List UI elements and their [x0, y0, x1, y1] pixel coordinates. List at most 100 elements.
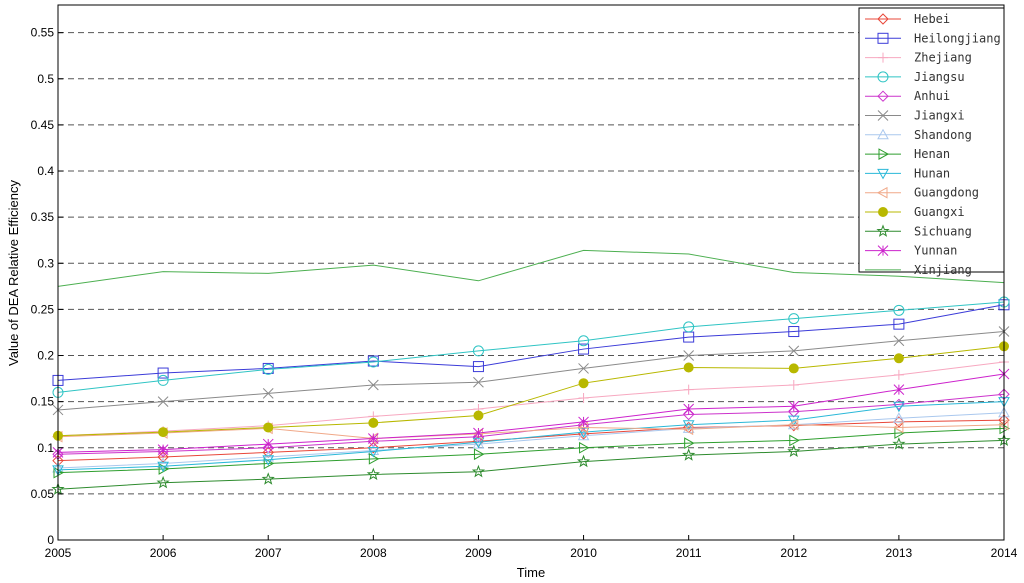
series-line	[57, 331, 1005, 411]
data-point	[787, 418, 799, 431]
data-point	[471, 464, 486, 478]
data-point	[367, 444, 380, 456]
data-point	[683, 362, 694, 373]
data-point	[893, 412, 905, 423]
data-point	[578, 343, 590, 355]
data-point	[892, 437, 906, 450]
data-point	[262, 363, 274, 375]
data-point	[578, 416, 589, 428]
legend-label: Jiangxi	[914, 109, 965, 123]
data-point	[877, 90, 889, 102]
legend-item: Henan	[865, 147, 950, 161]
legend-label: Hunan	[914, 166, 950, 180]
legend-item: Jiangsu	[865, 70, 965, 84]
data-point	[893, 384, 905, 396]
data-point	[878, 207, 888, 217]
data-point	[472, 437, 485, 449]
y-tick-label: 0.05	[31, 487, 55, 501]
series-line	[57, 373, 1005, 453]
x-tick-label: 2014	[991, 546, 1018, 560]
data-point	[877, 128, 889, 140]
legend-item: Guangxi	[865, 205, 965, 219]
data-point	[876, 186, 888, 199]
legend-item: Hebei	[865, 12, 950, 26]
data-point	[367, 433, 379, 444]
data-point	[263, 457, 275, 470]
y-tick-label: 0.25	[31, 302, 55, 316]
series-line	[57, 401, 1005, 471]
series-line	[57, 424, 1005, 440]
y-tick-label: 0.55	[31, 26, 55, 40]
legend-label: Xinjiang	[914, 263, 972, 277]
legend-item: Zhejiang	[865, 51, 972, 65]
data-point	[578, 378, 589, 389]
data-point	[577, 429, 590, 441]
legend-label: Anhui	[914, 89, 950, 103]
data-point	[787, 418, 800, 430]
data-point	[892, 421, 904, 434]
data-point	[788, 313, 800, 325]
legend-label: Guangdong	[914, 186, 979, 200]
series-line	[57, 427, 1005, 474]
data-point	[473, 376, 484, 388]
series-hunan	[52, 397, 1010, 476]
data-point	[577, 427, 590, 439]
data-point	[877, 71, 889, 83]
data-point	[472, 345, 484, 357]
legend-box	[858, 7, 1005, 273]
legend-item: Shandong	[865, 128, 972, 142]
data-point	[156, 475, 170, 489]
data-point	[578, 392, 589, 403]
data-point	[367, 442, 380, 454]
data-point	[367, 379, 379, 391]
data-point	[579, 441, 590, 454]
x-tick-label: 2007	[255, 546, 282, 560]
series-line	[57, 412, 1005, 469]
data-point	[157, 444, 169, 455]
data-point	[893, 304, 905, 316]
data-point	[788, 380, 799, 391]
series-layer	[51, 249, 1011, 495]
series-line	[57, 345, 1005, 437]
legend-label: Sichuang	[914, 224, 972, 238]
legend-item: Hunan	[865, 166, 950, 180]
x-tick-label: 2011	[676, 546, 702, 560]
data-point	[158, 427, 169, 438]
y-tick-label: 0.3	[37, 256, 54, 270]
data-point	[367, 356, 379, 368]
data-point	[473, 448, 485, 461]
data-point	[893, 369, 904, 380]
legend-label: Yunnan	[914, 244, 957, 258]
legend-item: Heilongjiang	[865, 31, 1001, 45]
data-point	[157, 367, 169, 379]
data-point	[683, 321, 695, 333]
x-axis-ticks: 2005 2006 2007 2008 2009 2010 2011 2012 2013 2014	[45, 535, 1018, 560]
y-tick-label: 0.5	[37, 72, 54, 86]
x-tick-label: 2006	[150, 546, 177, 560]
series-line	[57, 304, 1005, 381]
data-point	[262, 387, 274, 399]
legend-label: Heilongjiang	[914, 31, 1001, 45]
grid-lines	[58, 32, 1004, 495]
x-tick-label: 2013	[886, 546, 913, 560]
legend-label: Jiangsu	[914, 70, 965, 84]
data-point	[877, 245, 889, 256]
data-point	[157, 374, 169, 386]
y-axis-title: Value of DEA Relative Efficiency	[6, 180, 21, 366]
series-jiangxi	[52, 326, 1010, 416]
series-line	[57, 301, 1005, 393]
data-point	[367, 446, 380, 458]
data-point	[682, 448, 696, 461]
data-point	[472, 361, 484, 373]
data-point	[473, 427, 484, 439]
data-point	[878, 148, 890, 160]
data-point	[576, 454, 591, 468]
data-point	[893, 335, 905, 347]
data-point	[788, 363, 799, 374]
x-axis-title: Time	[517, 565, 545, 580]
data-point	[157, 461, 169, 473]
data-point	[787, 444, 801, 458]
data-point	[366, 467, 380, 481]
data-point	[261, 472, 275, 485]
